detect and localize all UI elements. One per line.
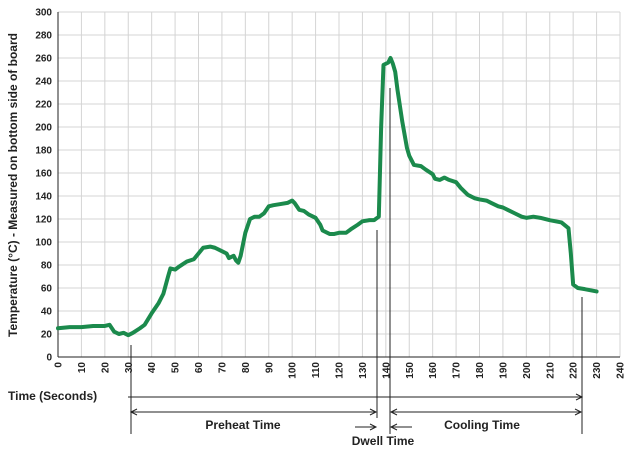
grid (57, 11, 621, 358)
x-tick-label: 240 (616, 362, 624, 379)
x-tick-label: 40 (147, 362, 158, 374)
y-tick-label: 120 (35, 215, 52, 226)
x-tick-label: 210 (545, 362, 556, 379)
x-tick-label: 170 (452, 362, 463, 379)
arrowhead (129, 408, 378, 416)
x-tick-label: 90 (264, 362, 275, 374)
y-tick-label: 280 (35, 31, 52, 42)
y-tick-label: 140 (35, 192, 52, 203)
y-tick-label: 60 (41, 284, 53, 295)
y-tick-label: 260 (35, 54, 52, 65)
x-tick-label: 150 (405, 362, 416, 379)
x-tick-label: 60 (194, 362, 205, 374)
x-tick-label: 110 (311, 362, 322, 379)
x-tick-label: 230 (592, 362, 603, 379)
x-tick-label: 130 (358, 362, 369, 379)
y-tick-label: 100 (35, 238, 52, 249)
x-tick-label: 140 (381, 362, 392, 379)
annotations: Time (Seconds) Preheat Time Dwell Time C… (8, 88, 584, 448)
arrowhead (575, 393, 584, 401)
x-tick-label: 180 (475, 362, 486, 379)
x-tick-label: 0 (54, 362, 65, 368)
y-tick-label: 180 (35, 146, 52, 157)
x-tick-label: 80 (241, 362, 252, 374)
annotation: Cooling Time (444, 418, 520, 432)
x-tick-label: 50 (171, 362, 182, 374)
y-tick-label: 200 (35, 123, 52, 134)
x-tick-label: 220 (569, 362, 580, 379)
x-tick-label: 30 (124, 362, 135, 374)
annotation: Dwell Time (352, 434, 415, 448)
y-tick-label: 160 (35, 169, 52, 180)
line (56, 56, 599, 338)
arrowhead (389, 408, 583, 416)
x-tick-label: 200 (522, 362, 533, 379)
y-tick-label: 0 (46, 353, 52, 364)
arrowhead (369, 423, 378, 431)
y-tick-label: 220 (35, 100, 52, 111)
y-tick-label: 80 (41, 261, 53, 272)
x-tick-label: 160 (428, 362, 439, 379)
x-tick-label: 100 (288, 362, 299, 379)
x-axis-label: Time (Seconds) (8, 389, 97, 403)
x-tick-label: 10 (77, 362, 88, 374)
y-tick-label: 300 (35, 8, 52, 19)
y-tick-label: 20 (41, 330, 53, 341)
annotation: Preheat Time (205, 418, 280, 432)
x-tick-label: 120 (335, 362, 346, 379)
y-tick-label: 240 (35, 77, 52, 88)
y-axis-label: Temperature (°C) - Measured on bottom si… (6, 33, 20, 337)
x-tick-label: 70 (217, 362, 228, 374)
x-tick-label: 190 (498, 362, 509, 379)
y-tick-label: 40 (41, 307, 53, 318)
x-tick-label: 20 (100, 362, 111, 374)
arrowhead (389, 423, 398, 431)
